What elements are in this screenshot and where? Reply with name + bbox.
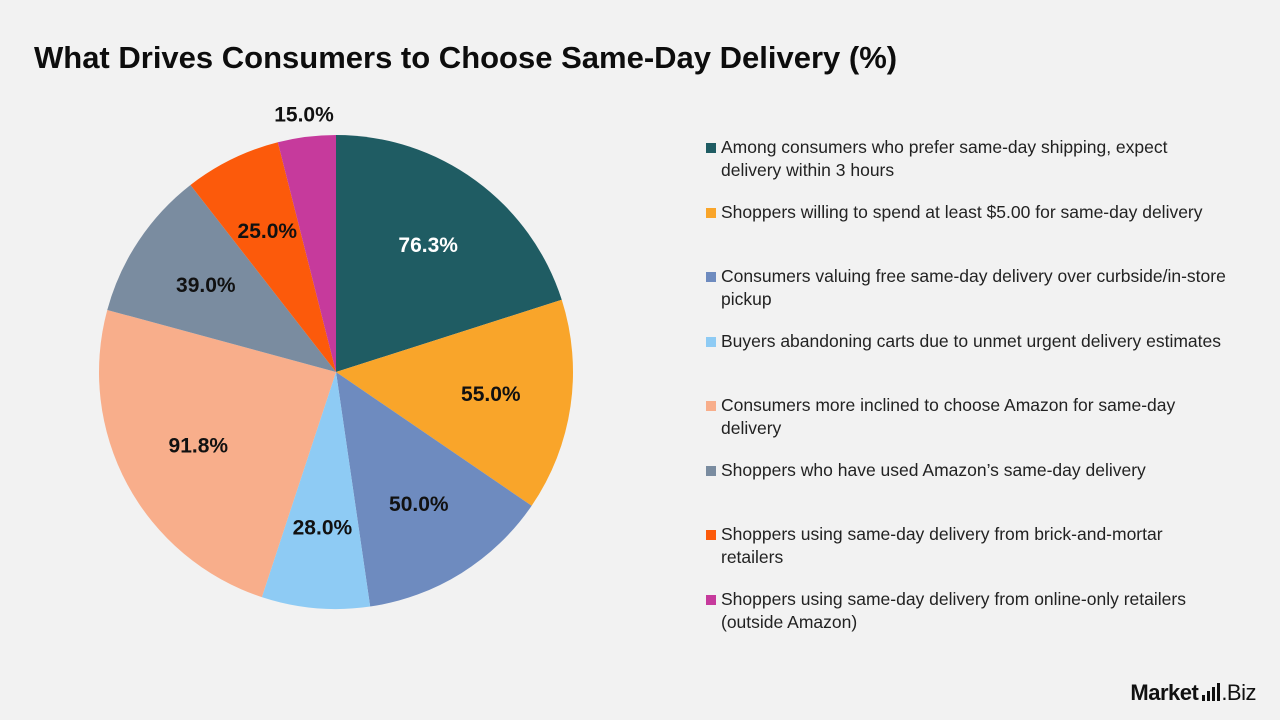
pie-slice-8	[277, 135, 336, 372]
data-label-8: 15.0%	[274, 104, 334, 127]
legend-swatch	[706, 401, 716, 411]
legend-label: Consumers valuing free same-day delivery…	[721, 266, 1226, 309]
pie-slice-7	[190, 142, 336, 372]
legend-item-1: Among consumers who prefer same-day ship…	[706, 136, 1226, 201]
chart-legend: Among consumers who prefer same-day ship…	[706, 136, 1226, 652]
brand-name-rest: .Biz	[1221, 680, 1256, 705]
data-label-6: 39.0%	[176, 274, 236, 297]
legend-swatch	[706, 594, 716, 605]
legend-item-5: Consumers more inclined to choose Amazon…	[706, 394, 1226, 459]
legend-swatch	[706, 336, 716, 347]
bars-icon	[1200, 683, 1221, 701]
data-label-2: 55.0%	[461, 383, 521, 406]
brand-logo: Market .Biz	[1130, 680, 1256, 706]
legend-swatch	[706, 530, 716, 540]
legend-label: Shoppers using same-day delivery from br…	[721, 524, 1163, 567]
pie-slices	[99, 135, 574, 610]
pie-slice-6	[107, 184, 337, 372]
legend-item-4: Buyers abandoning carts due to unmet urg…	[706, 330, 1226, 395]
brand-name-strong: Market	[1130, 680, 1199, 705]
legend-swatch	[706, 143, 716, 153]
pie-slice-4	[261, 372, 371, 610]
chart-title: What Drives Consumers to Choose Same-Day…	[34, 40, 898, 75]
pie-slice-1	[336, 135, 562, 372]
legend-label: Shoppers who have used Amazon’s same-day…	[721, 459, 1146, 480]
pie-slice-3	[336, 372, 532, 607]
legend-swatch	[706, 465, 716, 476]
data-label-5: 91.8%	[169, 435, 229, 458]
legend-label: Shoppers willing to spend at least $5.00…	[721, 201, 1203, 222]
legend-item-3: Consumers valuing free same-day delivery…	[706, 265, 1226, 330]
legend-label: Among consumers who prefer same-day ship…	[721, 137, 1168, 180]
legend-label: Consumers more inclined to choose Amazon…	[721, 395, 1176, 438]
legend-swatch	[706, 207, 716, 218]
legend-item-2: Shoppers willing to spend at least $5.00…	[706, 201, 1226, 266]
legend-item-7: Shoppers using same-day delivery from br…	[706, 523, 1226, 588]
data-label-4: 28.0%	[293, 516, 353, 539]
legend-label: Buyers abandoning carts due to unmet urg…	[721, 330, 1222, 351]
pie-slice-2	[336, 299, 574, 506]
pie-slice-5	[99, 309, 336, 598]
data-label-3: 50.0%	[389, 493, 449, 516]
legend-item-8: Shoppers using same-day delivery from on…	[706, 588, 1226, 653]
data-label-7: 25.0%	[238, 220, 298, 243]
legend-swatch	[706, 272, 716, 282]
legend-item-6: Shoppers who have used Amazon’s same-day…	[706, 459, 1226, 524]
data-label-1: 76.3%	[398, 234, 458, 257]
legend-label: Shoppers using same-day delivery from on…	[721, 588, 1186, 632]
pie-data-labels: 76.3% 55.0% 50.0% 28.0% 91.8% 39.0% 25.0% 15.0%	[169, 104, 521, 540]
